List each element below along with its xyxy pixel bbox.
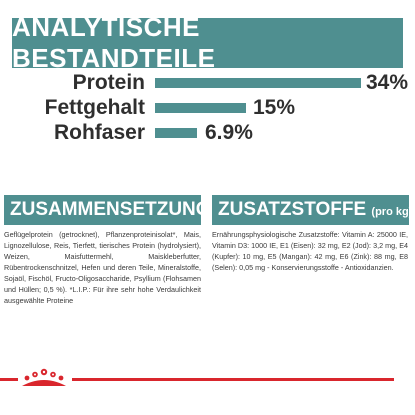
royal-canin-crown-logo-icon	[22, 368, 66, 386]
nutrient-label: Protein	[72, 71, 145, 94]
additives-title: ZUSATZSTOFFE	[218, 199, 367, 220]
nutrient-value: 34%	[366, 71, 409, 94]
nutrient-row-fiber: Rohfaser	[0, 120, 145, 146]
additives-text: Ernährungsphysiologische Zusatzstoffe: V…	[212, 230, 408, 272]
footer-line-right	[72, 378, 394, 381]
footer-line-left	[0, 378, 18, 381]
composition-title: ZUSAMMENSETZUNG	[10, 199, 211, 220]
nutrient-value: 15%	[253, 96, 296, 119]
nutrient-row-protein: Protein	[0, 70, 145, 96]
additives-title-suffix: (pro kg)	[371, 206, 413, 218]
nutrient-value: 6.9%	[205, 121, 253, 144]
composition-text: Geflügelprotein (getrocknet), Pflanzenpr…	[4, 230, 201, 305]
nutrient-bar-fat	[155, 103, 246, 113]
nutrient-row-fat: Fettgehalt	[0, 95, 145, 121]
nutrient-bar-protein	[155, 78, 361, 88]
analysis-banner: ANALYTISCHE BESTANDTEILE	[12, 12, 403, 73]
banner-title: ANALYTISCHE BESTANDTEILE	[12, 12, 216, 73]
nutrient-bar-fiber	[155, 128, 197, 138]
nutrient-label: Fettgehalt	[44, 96, 145, 119]
composition-heading: ZUSAMMENSETZUNG	[4, 195, 211, 225]
additives-heading: ZUSATZSTOFFE (pro kg)	[212, 195, 413, 225]
nutrient-label: Rohfaser	[53, 121, 145, 144]
